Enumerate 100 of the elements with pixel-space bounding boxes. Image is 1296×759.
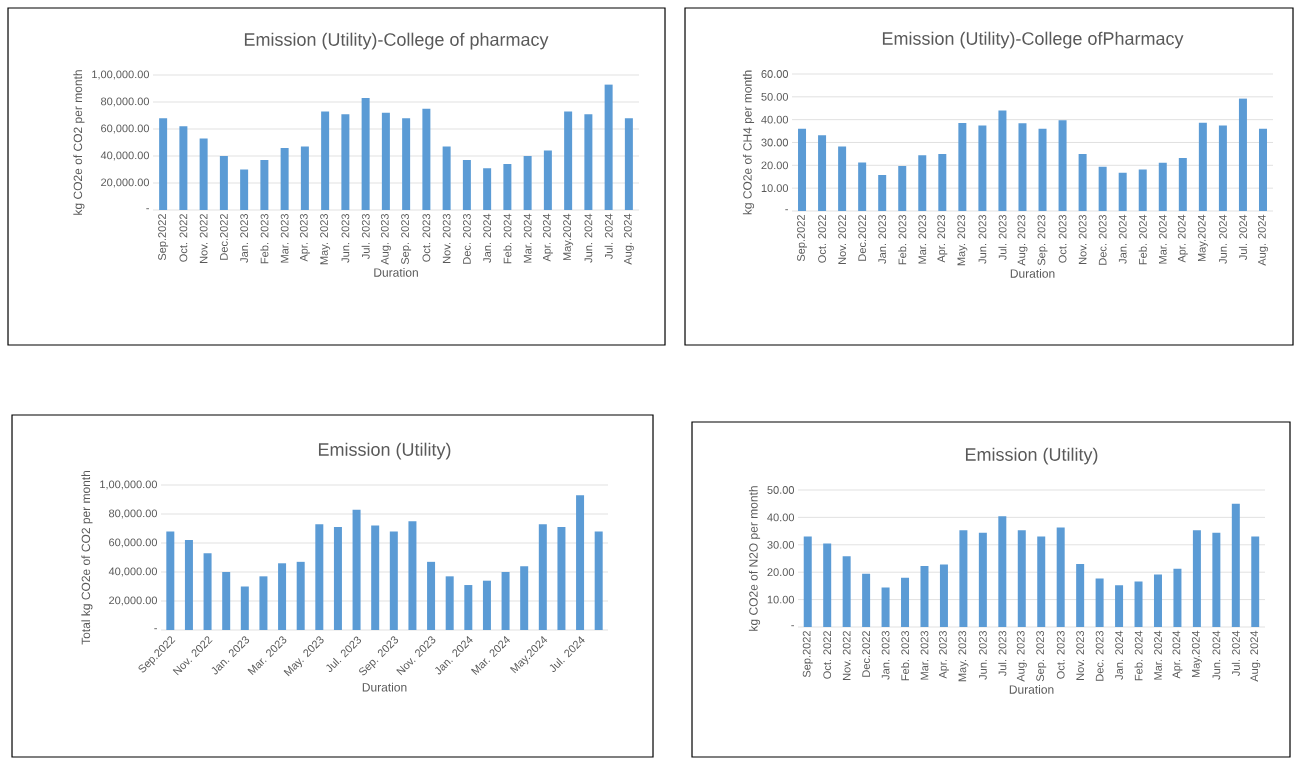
y-tick-label: -: [785, 209, 788, 211]
bar: [1178, 158, 1187, 211]
bar: [203, 553, 212, 630]
y-tick-label: 60.00: [761, 70, 789, 78]
x-tick-label: Oct. 2023: [422, 214, 431, 262]
x-tick-label: Aug. 2024: [623, 213, 634, 265]
x-tick-label: Nov. 2022: [199, 214, 208, 263]
bar: [296, 561, 305, 630]
bar: [1078, 153, 1087, 211]
x-axis-title: Duration: [1009, 684, 1054, 694]
bar: [939, 564, 948, 627]
x-tick-label: Aug. 2023: [380, 214, 391, 265]
bar: [938, 153, 947, 211]
bar: [594, 531, 603, 630]
x-tick-label: Aug. 2024: [1258, 214, 1268, 266]
x-tick-label: Jul. 2023: [998, 215, 1007, 261]
bar: [520, 566, 529, 630]
y-tick-label: 40.00: [767, 513, 795, 522]
x-tick-label: Jun. 2024: [1219, 214, 1227, 264]
bar: [543, 150, 552, 210]
y-axis-title: kg CO2e of CH4 per month: [742, 70, 755, 215]
x-tick-label: Apr. 2023: [937, 215, 948, 263]
bar: [624, 118, 633, 210]
x-tick-label: Jun. 2024: [584, 213, 593, 263]
bar: [219, 155, 228, 210]
bar: [445, 576, 454, 630]
bar: [538, 524, 547, 630]
y-tick-label: 40,000.00: [100, 151, 150, 161]
bar: [1238, 98, 1247, 211]
bar: [862, 573, 871, 627]
bar: [184, 540, 193, 630]
bar: [422, 108, 431, 210]
bar: [1173, 568, 1182, 627]
x-tick-label: Apr. 2023: [299, 214, 310, 262]
chart-title: Emission (Utility): [965, 447, 1098, 465]
bar: [918, 155, 927, 211]
bar: [978, 532, 987, 627]
x-tick-label: Feb. 2024: [503, 213, 512, 264]
x-tick-label: Feb. 2023: [260, 214, 269, 264]
bar: [179, 126, 188, 210]
bar: [803, 536, 812, 627]
x-tick-label: May.2024: [1197, 214, 1208, 262]
bar: [901, 577, 910, 627]
x-axis-title: Duration: [374, 267, 418, 277]
y-tick-label: 30.00: [761, 138, 789, 147]
x-tick-label: Sep. 2023: [401, 214, 412, 265]
bar: [838, 146, 847, 211]
y-tick-label: 1,00,000.00: [92, 70, 150, 80]
x-tick-label: Jan. 2024: [483, 213, 492, 263]
bar: [1138, 169, 1147, 211]
bar: [1017, 530, 1026, 627]
x-tick-label: Sep.2022: [158, 214, 169, 261]
bar: [1118, 172, 1127, 211]
x-tick-label: Dec.2022: [220, 214, 228, 260]
bar: [798, 128, 807, 211]
y-tick-label: 50.00: [761, 92, 789, 101]
x-tick-label: Dec.2022: [862, 631, 871, 677]
x-tick-label: Mar. 2023: [918, 215, 927, 264]
x-tick-label: May. 2023: [320, 214, 331, 265]
y-tick-label: 40,000.00: [108, 567, 158, 577]
bar: [823, 543, 832, 627]
bar: [958, 123, 967, 211]
bar: [321, 111, 330, 210]
bar: [464, 585, 473, 630]
bar: [1056, 527, 1065, 627]
x-tick-label: Jul. 2023: [361, 214, 370, 260]
bar: [1251, 536, 1260, 627]
x-tick-label: Feb. 2023: [898, 215, 907, 265]
x-tick-label: Jun. 2023: [978, 631, 987, 680]
bar: [1192, 530, 1201, 627]
y-tick-label: 20,000.00: [101, 178, 150, 188]
bar: [564, 111, 573, 210]
x-tick-label: May. 2023: [958, 631, 969, 682]
bar: [1198, 122, 1207, 211]
bar: [1153, 574, 1162, 627]
bar: [898, 166, 907, 211]
chart-title: Emission (Utility): [318, 442, 451, 460]
x-tick-label: Apr. 2024: [1172, 630, 1183, 679]
bar: [858, 162, 867, 211]
bar: [462, 160, 471, 210]
x-tick-label: Jun. 2024: [1212, 630, 1221, 680]
x-tick-label: Oct. 2022: [818, 215, 826, 263]
bar: [278, 563, 287, 630]
bar: [881, 587, 890, 627]
bar: [260, 160, 269, 210]
bar: [389, 531, 398, 630]
x-tick-label: May. 2023: [957, 215, 968, 266]
bar: [998, 110, 1007, 211]
x-tick-label: Mar. 2024: [523, 213, 532, 263]
bar: [483, 168, 492, 210]
x-tick-label: Dec. 2023: [1095, 631, 1104, 681]
bar: [978, 125, 987, 211]
y-axis-title: kg CO2e of CO2 per month: [73, 70, 85, 215]
x-tick-label: Dec.2022: [858, 215, 867, 261]
y-tick-label: 20,000.00: [109, 596, 158, 606]
x-axis-title: Duration: [362, 682, 407, 692]
bar: [842, 556, 851, 627]
bar: [576, 495, 585, 630]
chart-title: Emission (Utility)-College ofPharmacy: [882, 31, 1184, 49]
bar: [1076, 563, 1085, 627]
